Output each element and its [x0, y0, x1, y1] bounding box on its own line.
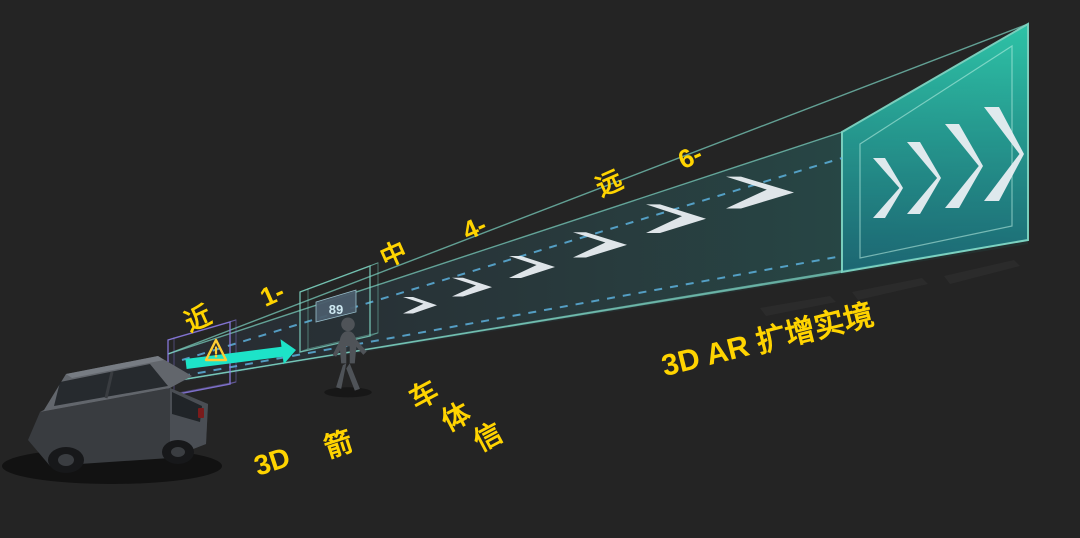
hud-projection-diagram: 89 近1-中4-远6-3D箭车体信3D AR 扩增实境: [0, 0, 1080, 538]
vehicle: [2, 356, 222, 484]
speed-readout: 89: [329, 302, 343, 317]
distance-label-near: 近: [180, 300, 216, 338]
vehicle-icon: [2, 356, 222, 484]
distance-label-far: 远: [591, 164, 627, 202]
far-screen: [842, 24, 1028, 272]
left-caption-part-1: 箭: [320, 425, 357, 464]
distance-label-one: 1-: [256, 276, 289, 313]
left-caption-part-0: 3D: [250, 441, 294, 482]
distance-label-six: 6-: [673, 138, 706, 175]
distance-label-mid: 中: [376, 235, 412, 273]
